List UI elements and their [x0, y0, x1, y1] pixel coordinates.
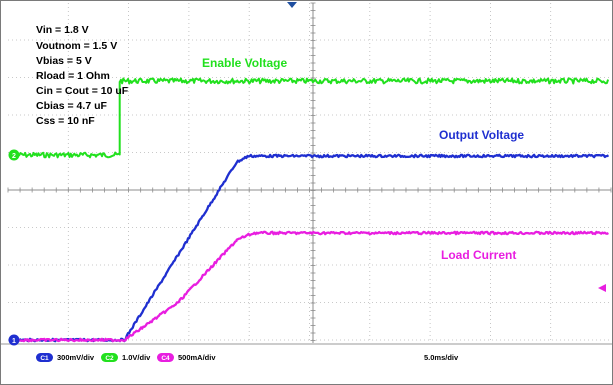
svg-text:C2: C2 — [105, 355, 114, 362]
condition-line: Cin = Cout = 10 uF — [36, 85, 129, 97]
grid — [7, 2, 612, 343]
trace-load-current — [17, 230, 609, 343]
channel-4-scale-label: 500mA/div — [178, 353, 216, 362]
channel-1-scale-label: 300mV/div — [57, 353, 95, 362]
svg-text:2: 2 — [12, 153, 16, 160]
load-current-label: Load Current — [441, 248, 516, 262]
traces — [17, 77, 610, 343]
condition-line: Css = 10 nF — [36, 115, 95, 127]
timebase-label: 5.0ms/div — [424, 353, 459, 362]
condition-line: Vin = 1.8 V — [36, 24, 89, 36]
channel-2-scale-label: 1.0V/div — [122, 353, 151, 362]
trigger-position-marker — [287, 2, 297, 8]
svg-text:1: 1 — [12, 338, 16, 345]
test-conditions: Vin = 1.8 V Voutnom = 1.5 V Vbias = 5 V … — [36, 24, 129, 127]
status-bar — [1, 344, 612, 384]
channel-2-marker: 2 — [8, 149, 20, 161]
condition-line: Voutnom = 1.5 V — [36, 40, 117, 52]
channel-1-marker: 1 — [8, 334, 20, 346]
channel-4-scale: C4 500mA/div — [157, 353, 216, 362]
output-voltage-label: Output Voltage — [439, 128, 524, 142]
channel-2-scale: C2 1.0V/div — [101, 353, 151, 362]
svg-text:C1: C1 — [40, 355, 49, 362]
svg-text:C4: C4 — [161, 355, 170, 362]
condition-line: Vbias = 5 V — [36, 55, 92, 67]
trigger-level-marker — [598, 284, 606, 292]
condition-line: Cbias = 4.7 uF — [36, 100, 107, 112]
condition-line: Rload = 1 Ohm — [36, 70, 110, 82]
enable-voltage-label: Enable Voltage — [202, 56, 287, 70]
channel-1-scale: C1 300mV/div — [36, 353, 95, 362]
trace-enable-voltage — [17, 77, 610, 159]
